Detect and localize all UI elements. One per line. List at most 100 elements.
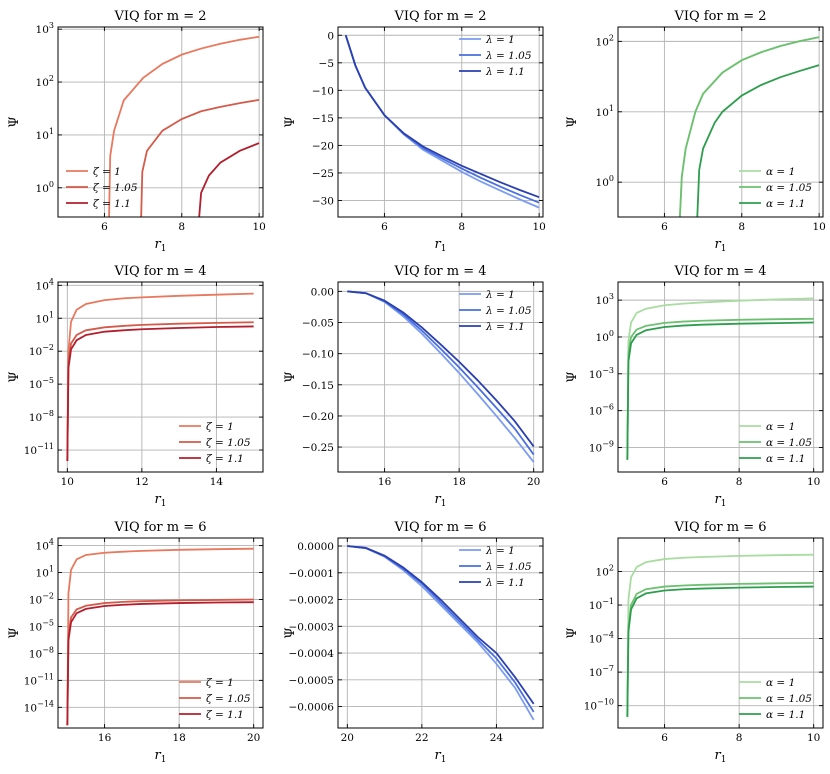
legend-entry: α = 1: [766, 421, 795, 433]
series-line-2: [626, 317, 814, 460]
axes-frame: [57, 26, 264, 218]
legend: λ = 1 λ = 1.05 λ = 1.1: [459, 289, 532, 333]
legend-entry: λ = 1.1: [485, 321, 525, 333]
legend-entry: ζ = 1: [206, 677, 234, 689]
y-tick-label: 10−6: [589, 403, 614, 418]
y-tick-label: 100: [36, 180, 54, 195]
y-axis-label: Ψ: [283, 116, 298, 127]
x-tick-label: 20: [527, 476, 540, 488]
legend-entry: ζ = 1: [93, 166, 121, 178]
legend-entry: λ = 1: [485, 289, 515, 301]
chart-title: VIQ for m = 2: [393, 9, 486, 24]
y-tick-label: 10−3: [589, 366, 614, 381]
series-line-1: [66, 292, 254, 462]
y-tick-label: 10−8: [29, 409, 54, 424]
y-tick-label: −0.10: [302, 349, 334, 361]
x-tick-label: 10: [807, 476, 820, 488]
x-axis-label: r1: [435, 237, 447, 254]
panel-9: 6 8 10 10−10 10−7 10−4 10−1 102 VIQ for m = 6 r1 Ψ…: [565, 520, 824, 765]
series-line-2: [678, 36, 820, 217]
y-tick-label: 10−5: [29, 618, 54, 633]
y-tick-label: 100: [596, 329, 614, 344]
y-tick-label: −30: [312, 195, 334, 207]
chart-title: VIQ for m = 6: [393, 520, 486, 535]
y-tick-label: 10−9: [589, 439, 614, 454]
series-line-2: [66, 598, 254, 726]
x-tick-label: 10: [61, 476, 74, 488]
y-axis-label: Ψ: [565, 116, 580, 127]
series-line-1: [626, 297, 814, 460]
y-tick-label: 10−2: [29, 343, 54, 358]
y-tick-label: 101: [36, 565, 54, 580]
x-tick-label: 20: [247, 732, 260, 744]
legend-entry: α = 1.1: [766, 453, 805, 465]
legend: α = 1 α = 1.05 α = 1.1: [739, 677, 812, 721]
y-axis-label: Ψ: [283, 627, 298, 638]
panel-3: 6 8 10 100 101 102 VIQ for m = 2 r1 Ψα = 1 α = 1.…: [565, 9, 826, 254]
legend-entry: ζ = 1.1: [206, 709, 244, 721]
x-tick-label: 16: [98, 732, 112, 744]
legend-entry: ζ = 1.05: [206, 693, 251, 705]
x-tick-label: 6: [381, 221, 388, 233]
y-tick-label: 101: [36, 127, 54, 142]
y-tick-label: 0: [327, 30, 334, 42]
y-tick-label: −25: [312, 168, 334, 180]
axes-frame: [337, 281, 544, 473]
x-tick-label: 8: [738, 221, 745, 233]
y-tick-label: 0.00: [311, 286, 334, 298]
x-tick-label: 10: [812, 221, 825, 233]
y-tick-label: −0.0005: [288, 675, 334, 687]
legend-entry: α = 1.05: [766, 693, 812, 705]
legend-entry: α = 1.05: [766, 437, 812, 449]
y-axis-label: Ψ: [565, 627, 580, 638]
x-tick-label: 6: [661, 732, 668, 744]
series-line-1: [626, 553, 814, 717]
chart-title: VIQ for m = 2: [673, 9, 766, 24]
x-tick-label: 14: [210, 476, 224, 488]
legend: ζ = 1 ζ = 1.05 ζ = 1.1: [179, 421, 251, 465]
y-axis-label: Ψ: [565, 371, 580, 382]
legend-entry: α = 1.05: [766, 182, 812, 194]
x-axis-label: r1: [715, 237, 727, 254]
x-tick-label: 8: [736, 732, 743, 744]
y-tick-label: 104: [36, 277, 54, 292]
x-axis-label: r1: [155, 237, 167, 254]
legend-entry: α = 1.1: [766, 198, 805, 210]
y-tick-label: 103: [596, 292, 614, 307]
x-tick-label: 6: [661, 476, 668, 488]
panel-8: 20 22 24 0.0000 −0.0001 −0.0002 −0.0003 −0.0004…: [283, 520, 544, 765]
x-axis-label: r1: [715, 748, 727, 765]
y-tick-label: −5: [319, 58, 334, 70]
legend-entry: ζ = 1.1: [206, 453, 244, 465]
series-line-3: [347, 290, 535, 447]
y-tick-label: 10−11: [24, 672, 54, 687]
y-tick-label: 10−14: [24, 699, 54, 714]
legend-entry: ζ = 1.05: [206, 437, 251, 449]
x-tick-label: 8: [458, 221, 465, 233]
panel-4: 10 12 14 10−11 10−8 10−5 10−2 101 104 VIQ for m =…: [7, 264, 264, 509]
legend-entry: λ = 1: [485, 34, 515, 46]
y-axis-label: Ψ: [7, 627, 22, 638]
x-axis-label: r1: [435, 492, 447, 509]
y-tick-label: 10−7: [589, 664, 614, 679]
chart-title: VIQ for m = 2: [113, 9, 206, 24]
y-tick-label: 101: [36, 310, 54, 325]
y-tick-label: −15: [312, 113, 334, 125]
series-line-3: [344, 34, 540, 199]
axes-frame: [337, 537, 544, 729]
y-tick-label: −0.05: [302, 317, 334, 329]
legend-entry: ζ = 1.05: [93, 182, 138, 194]
x-axis-label: r1: [155, 748, 167, 765]
x-tick-label: 6: [661, 221, 668, 233]
x-axis-label: r1: [435, 748, 447, 765]
legend: ζ = 1 ζ = 1.05 ζ = 1.1: [66, 166, 138, 210]
legend: ζ = 1 ζ = 1.05 ζ = 1.1: [179, 677, 251, 721]
y-tick-label: −0.0003: [288, 621, 334, 633]
y-tick-label: 100: [596, 174, 614, 189]
x-tick-label: 10: [807, 732, 820, 744]
legend: α = 1 α = 1.05 α = 1.1: [739, 421, 812, 465]
axes-frame: [617, 281, 824, 473]
legend-entry: α = 1: [766, 166, 795, 178]
x-tick-label: 6: [101, 221, 108, 233]
